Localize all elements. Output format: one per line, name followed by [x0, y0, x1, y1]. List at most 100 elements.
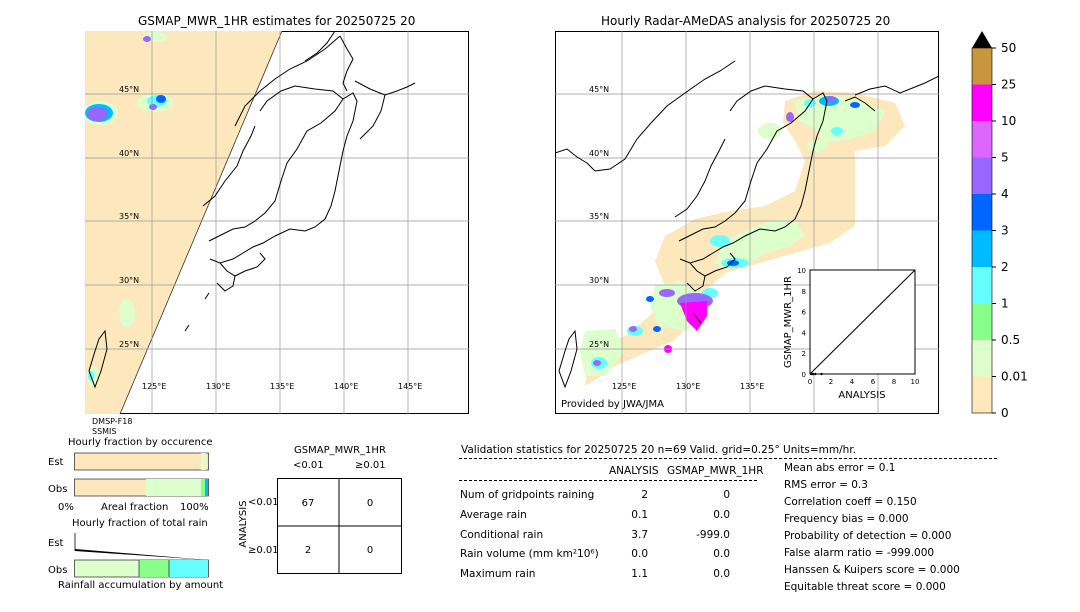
contingency-col-ge: ≥0.01 — [355, 460, 386, 471]
contingency-row-lt: <0.01 — [248, 497, 279, 508]
validation-header: Validation statistics for 20250725 20 n=… — [461, 444, 857, 456]
total-rain-title: Hourly fraction of total rain — [72, 518, 208, 529]
sensor-label-1: DMSP-F18 — [92, 417, 133, 426]
colorbar-label: 3 — [1001, 224, 1009, 238]
stat-a-2: 0.1 — [631, 509, 648, 521]
stat-a-3: 3.7 — [631, 529, 648, 541]
rain-obs-bar-seg2 — [169, 560, 208, 577]
score-5: Probability of detection = 0.000 — [784, 530, 952, 542]
scatter-point — [811, 372, 815, 376]
colorbar-label: 2 — [1001, 260, 1009, 274]
total-rain-bars — [74, 533, 209, 578]
occ-est-bar — [74, 452, 209, 471]
occ-est-bar-seg — [201, 453, 206, 470]
contingency-row-label: ANALYSIS — [238, 500, 249, 547]
left-lat-labels: 45°N 40°N 35°N 30°N 25°N — [119, 85, 139, 349]
colorbar-label: 50 — [1001, 41, 1016, 55]
lon-label-130: 130°E — [676, 382, 700, 391]
rain-xlabel: Rainfall accumulation by amount — [58, 580, 224, 591]
stat-g-3: -999.0 — [696, 529, 730, 541]
lat-label-25: 25°N — [589, 340, 609, 349]
cell-11: 67 — [302, 498, 315, 509]
right-radar-coverage — [580, 91, 905, 386]
colorbar-label: 0.5 — [1001, 333, 1020, 347]
lon-label-125: 125°E — [612, 382, 636, 391]
occ-est-label: Est — [48, 457, 64, 468]
scatter-xlabel: ANALYSIS — [838, 390, 885, 401]
colorbar-segment — [972, 157, 992, 194]
occurrence-title: Hourly fraction by occurence — [68, 437, 213, 448]
lon-label-145: 145°E — [398, 382, 422, 391]
left-map: 45°N 40°N 35°N 30°N 25°N 125°E 130°E 135… — [85, 31, 469, 415]
scatter-ylabel: GSMAP_MWR_1HR — [783, 276, 794, 368]
score-3: Correlation coeff = 0.150 — [784, 496, 917, 508]
scatter-xtick-label: 10 — [911, 378, 920, 386]
colorbar-segment — [972, 303, 992, 340]
colorbar-segment — [972, 84, 992, 121]
score-2: RMS error = 0.3 — [784, 479, 868, 491]
colorbar-label: 0.01 — [1001, 370, 1028, 384]
score-7: Hanssen & Kuipers score = 0.000 — [784, 564, 960, 576]
scatter-ytick-label: 0 — [802, 371, 806, 379]
cell-12: 0 — [367, 498, 373, 509]
colorbar: 50 25 10 5 4 3 2 1 0.5 0.01 0 — [971, 31, 1028, 418]
scatter-xtick-label: 4 — [850, 378, 855, 386]
stat-label-1: Num of gridpoints raining — [460, 489, 595, 501]
colorbar-label: 0 — [1001, 406, 1009, 418]
stat-g-1: 0 — [723, 489, 730, 501]
lon-label-135: 135°E — [740, 382, 764, 391]
contingency-row-ge: ≥0.01 — [248, 545, 279, 556]
right-coastline — [555, 60, 939, 389]
stat-label-2: Average rain — [460, 509, 527, 521]
occurrence-bars — [74, 452, 209, 497]
colorbar-label: 1 — [1001, 297, 1009, 311]
lat-label-25: 25°N — [119, 340, 139, 349]
left-swath-edge — [119, 31, 283, 415]
colorbar-segment — [972, 121, 992, 158]
score-1: Mean abs error = 0.1 — [784, 462, 896, 474]
score-4: Frequency bias = 0.000 — [784, 513, 909, 525]
cell-22: 0 — [367, 545, 373, 556]
lat-label-35: 35°N — [589, 212, 609, 221]
stat-g-2: 0.0 — [713, 509, 730, 521]
stat-label-3: Conditional rain — [460, 529, 544, 541]
occ-obs-label: Obs — [48, 484, 68, 495]
occ-obs-bar-seg3 — [205, 479, 208, 496]
scatter-ytick-label: 10 — [797, 267, 806, 275]
rain-obs-label: Obs — [48, 565, 68, 576]
col-gsmap-header: GSMAP_MWR_1HR — [667, 465, 764, 477]
lat-label-30: 30°N — [589, 276, 609, 285]
score-6: False alarm ratio = -999.000 — [784, 547, 935, 559]
scatter-point — [820, 372, 823, 376]
left-coastline — [88, 31, 416, 389]
colorbar-label: 5 — [1001, 151, 1009, 165]
lon-label-140: 140°E — [334, 382, 358, 391]
stat-a-1: 2 — [641, 489, 648, 501]
lon-label-125: 125°E — [142, 382, 166, 391]
occ-xtick-right: 100% — [180, 502, 209, 513]
colorbar-segment — [972, 340, 992, 377]
right-lon-labels: 125°E 130°E 135°E — [612, 382, 764, 391]
occ-obs-bar-seg2 — [201, 479, 205, 496]
colorbar-label: 25 — [1001, 78, 1016, 92]
occ-xtick-left: 0% — [58, 502, 74, 513]
occ-obs-bar-seg1 — [146, 479, 201, 496]
lat-label-40: 40°N — [119, 149, 139, 158]
contingency-col-lt: <0.01 — [293, 460, 324, 471]
cell-21: 2 — [305, 545, 311, 556]
scatter-point — [814, 372, 817, 376]
lat-label-45: 45°N — [589, 85, 609, 94]
lat-label-45: 45°N — [119, 85, 139, 94]
colorbar-segment — [972, 194, 992, 231]
stats-table-divider — [459, 480, 757, 481]
right-map-title: Hourly Radar-AMeDAS analysis for 2025072… — [601, 14, 891, 28]
sensor-label-2: SSMIS — [92, 427, 117, 436]
inset-scatter-plot: 0 2 4 6 8 10 0 2 4 6 8 10 ANALYSIS GSMAP_MWR_1HR — [783, 267, 920, 401]
lat-label-40: 40°N — [589, 149, 609, 158]
provider-label: Provided by JWA/JMA — [561, 399, 664, 410]
lon-label-135: 135°E — [270, 382, 294, 391]
scatter-xtick-label: 2 — [829, 378, 833, 386]
scatter-xtick-label: 0 — [808, 378, 812, 386]
stat-g-4: 0.0 — [713, 548, 730, 560]
scatter-ytick-label: 2 — [802, 350, 806, 358]
